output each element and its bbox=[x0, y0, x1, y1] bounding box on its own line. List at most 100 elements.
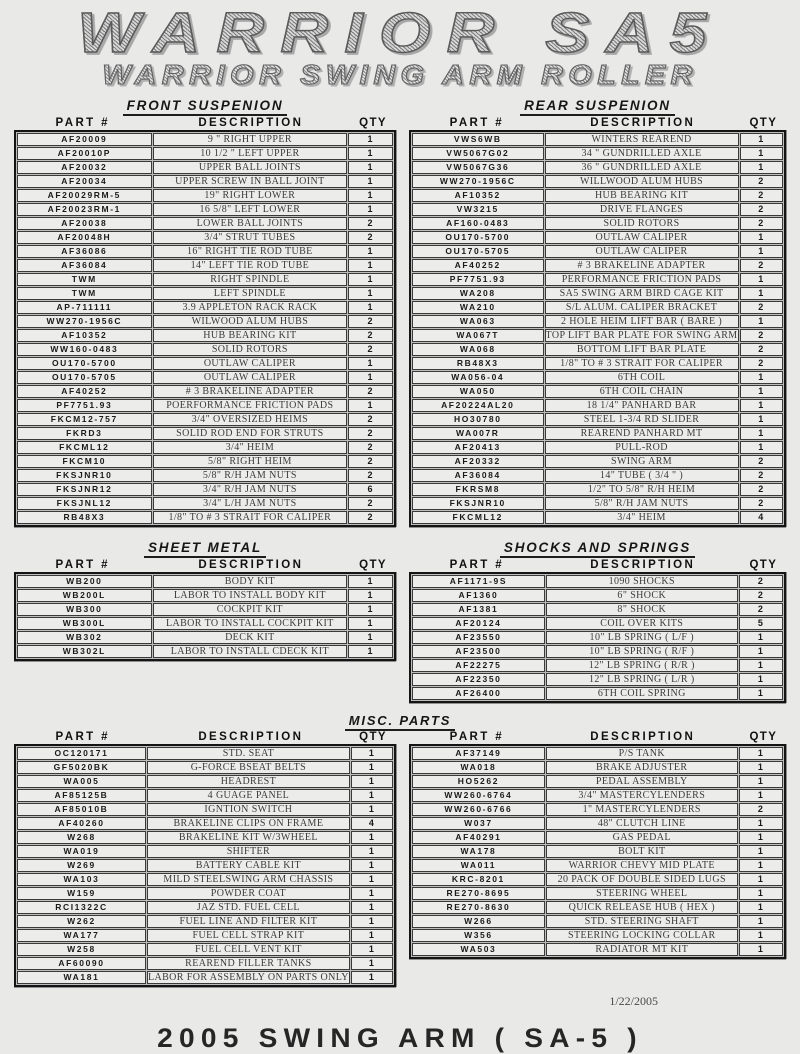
qty-cell: 4 bbox=[350, 817, 393, 830]
qty-cell: 2 bbox=[348, 497, 393, 510]
qty-cell: 1 bbox=[738, 943, 783, 956]
table-row: AF23500 10" LB SPRING ( R/F ) 1 bbox=[412, 645, 783, 658]
part-number-cell: VW5067G02 bbox=[412, 147, 544, 160]
part-number-cell: RCI1322C bbox=[17, 901, 146, 914]
description-cell: STEEL 1-3/4 RD SLIDER bbox=[544, 413, 739, 426]
part-number-cell: PF7751.93 bbox=[412, 273, 544, 286]
description-cell: PULL-ROD bbox=[544, 441, 739, 454]
qty-cell: 1 bbox=[348, 175, 393, 188]
description-cell: SWING ARM bbox=[544, 455, 739, 468]
part-column-header: PART # bbox=[55, 558, 110, 571]
table-row: FKCML12 3/4" HEIM 2 bbox=[17, 441, 393, 454]
qty-cell: 2 bbox=[738, 603, 783, 616]
part-number-cell: AF20048H bbox=[17, 231, 152, 244]
part-number-cell: FKSJNR10 bbox=[17, 469, 152, 482]
description-cell: 14" TUBE ( 3/4 " ) bbox=[544, 469, 739, 482]
description-cell: 5/8" R/H JAM NUTS bbox=[152, 469, 348, 482]
qty-cell: 1 bbox=[738, 873, 783, 886]
part-number-cell: AF40260 bbox=[17, 817, 146, 830]
qty-cell: 1 bbox=[739, 133, 783, 146]
qty-column-header: QTY bbox=[359, 558, 387, 571]
qty-cell: 2 bbox=[348, 413, 393, 426]
qty-cell: 2 bbox=[739, 343, 783, 356]
description-cell: 12" LB SPRING ( R/R ) bbox=[545, 659, 738, 672]
suspension-row: FRONT SUSPENION PART # DESCRIPTION QTY A… bbox=[0, 97, 800, 527]
description-cell: PEDAL ASSEMBLY bbox=[545, 775, 738, 788]
description-cell: IGNTION SWITCH bbox=[146, 803, 350, 816]
table-row: AF20032 UPPER BALL JOINTS 1 bbox=[17, 161, 393, 174]
table-row: WA005 HEADREST 1 bbox=[17, 775, 393, 788]
table-row: AF20048H 3/4" STRUT TUBES 2 bbox=[17, 231, 393, 244]
part-number-cell: AF20034 bbox=[17, 175, 152, 188]
table-row: HO30780 STEEL 1-3/4 RD SLIDER 1 bbox=[412, 413, 783, 426]
part-number-cell: VWS6WB bbox=[412, 133, 544, 146]
part-number-cell: AF1381 bbox=[412, 603, 545, 616]
description-cell: STEERING LOCKING COLLAR bbox=[545, 929, 738, 942]
qty-cell: 1 bbox=[350, 887, 393, 900]
table-row: WA181 LABOR FOR ASSEMBLY ON PARTS ONLY 1 bbox=[17, 971, 393, 984]
qty-cell: 2 bbox=[739, 259, 783, 272]
part-number-cell: W266 bbox=[412, 915, 545, 928]
part-number-cell: WA503 bbox=[412, 943, 545, 956]
description-cell: STD. SEAT bbox=[146, 747, 350, 760]
table-row: WA103 MILD STEELSWING ARM CHASSIS 1 bbox=[17, 873, 393, 886]
description-cell: 5/8" R/H JAM NUTS bbox=[544, 497, 739, 510]
description-cell: REAREND FILLER TANKS bbox=[146, 957, 350, 970]
description-cell: 6TH COIL CHAIN bbox=[544, 385, 739, 398]
part-number-cell: AF20038 bbox=[17, 217, 152, 230]
part-number-cell: AF85125B bbox=[17, 789, 146, 802]
qty-cell: 1 bbox=[348, 371, 393, 384]
part-number-cell: AF20009 bbox=[17, 133, 152, 146]
table-row: KRC-8201 20 PACK OF DOUBLE SIDED LUGS 1 bbox=[412, 873, 783, 886]
description-cell: DECK KIT bbox=[152, 631, 348, 644]
section-misc-right: PART # DESCRIPTION QTY AF37149 P/S TANK 1 W… bbox=[409, 728, 786, 959]
qty-cell: 1 bbox=[738, 775, 783, 788]
qty-cell: 1 bbox=[350, 803, 393, 816]
description-cell: FUEL LINE AND FILTER KIT bbox=[146, 915, 350, 928]
table-row: RE270-8695 STEERING WHEEL 1 bbox=[412, 887, 783, 900]
part-number-cell: AF20413 bbox=[412, 441, 544, 454]
part-number-cell: RB48X3 bbox=[17, 511, 152, 524]
table-row: RB48X3 1/8" TO # 3 STRAIT FOR CALIPER 2 bbox=[412, 357, 783, 370]
qty-cell: 1 bbox=[350, 915, 393, 928]
table-row: AF20009 9 " RIGHT UPPER 1 bbox=[17, 133, 393, 146]
table-row: FKSJNR12 3/4" R/H JAM NUTS 6 bbox=[17, 483, 393, 496]
description-cell: 20 PACK OF DOUBLE SIDED LUGS bbox=[545, 873, 738, 886]
qty-column-header: QTY bbox=[749, 730, 778, 743]
part-number-cell: W159 bbox=[17, 887, 146, 900]
table-row: AF40252 # 3 BRAKELINE ADAPTER 2 bbox=[412, 259, 783, 272]
part-number-cell: WA007R bbox=[412, 427, 544, 440]
qty-cell: 1 bbox=[738, 901, 783, 914]
qty-cell: 4 bbox=[739, 511, 783, 524]
part-number-cell: AF160-0483 bbox=[412, 217, 544, 230]
table-row: WA208 SA5 SWING ARM BIRD CAGE KIT 1 bbox=[412, 287, 783, 300]
part-number-cell: FKSJNR12 bbox=[17, 483, 152, 496]
table-row: WB200 BODY KIT 1 bbox=[17, 575, 393, 588]
misc-parts-heading: MISC. PARTS bbox=[344, 713, 456, 731]
part-number-cell: AF22275 bbox=[412, 659, 545, 672]
description-cell: 6TH COIL SPRING bbox=[545, 687, 738, 700]
part-number-cell: OC120171 bbox=[17, 747, 146, 760]
qty-cell: 2 bbox=[739, 497, 783, 510]
part-number-cell: AF20010P bbox=[17, 147, 152, 160]
qty-cell: 1 bbox=[348, 287, 393, 300]
table-row: FKSJNL12 3/4" L/H JAM NUTS 2 bbox=[17, 497, 393, 510]
description-cell: OUTLAW CALIPER bbox=[544, 231, 739, 244]
table-row: VW5067G36 36 " GUNDRILLED AXLE 1 bbox=[412, 161, 783, 174]
description-cell: 3/4" OVERSIZED HEIMS bbox=[152, 413, 348, 426]
qty-cell: 2 bbox=[348, 329, 393, 342]
description-cell: 4 GUAGE PANEL bbox=[146, 789, 350, 802]
section-rear-suspension: REAR SUSPENION PART # DESCRIPTION QTY VW… bbox=[409, 97, 786, 527]
qty-cell: 1 bbox=[738, 817, 783, 830]
qty-cell: 1 bbox=[350, 859, 393, 872]
table-row: WW260-6766 1" MASTERCYLENDERS 2 bbox=[412, 803, 783, 816]
shocks-springs-heading: SHOCKS AND SPRINGS bbox=[499, 540, 696, 558]
qty-cell: 1 bbox=[350, 761, 393, 774]
table-row: VW5067G02 34 " GUNDRILLED AXLE 1 bbox=[412, 147, 783, 160]
qty-cell: 1 bbox=[348, 189, 393, 202]
part-number-cell: VW5067G36 bbox=[412, 161, 544, 174]
rear-suspension-table: VWS6WB WINTERS REAREND 1 VW5067G02 34 " GUND… bbox=[409, 130, 786, 527]
part-number-cell: AF40291 bbox=[412, 831, 545, 844]
description-cell: 3/4" L/H JAM NUTS bbox=[152, 497, 348, 510]
column-header: PART # DESCRIPTION QTY bbox=[14, 557, 396, 572]
